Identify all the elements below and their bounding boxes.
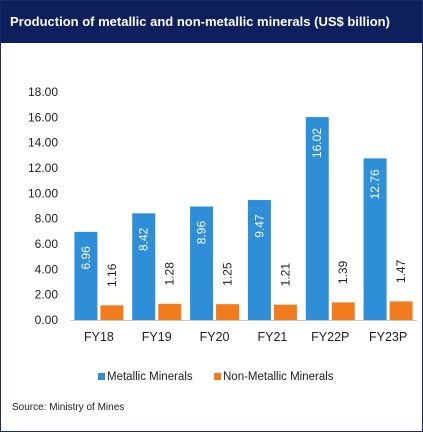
legend-swatch-metallic [98,373,105,380]
data-label-non-metallic: 1.28 [163,262,177,286]
bar-metallic [305,117,329,320]
legend-item-metallic: Metallic Minerals [107,371,193,383]
x-tick-label: FY20 [200,330,230,344]
data-label-non-metallic: 1.39 [336,260,350,284]
data-label-non-metallic: 1.16 [105,263,119,287]
y-tick-label: 16.00 [28,110,58,124]
x-tick-label: FY19 [142,330,172,344]
bar-non-metallic [158,303,182,320]
bar-non-metallic [389,301,413,320]
x-tick-label: FY23P [369,330,407,344]
bar-non-metallic [100,305,124,320]
bar-non-metallic [273,304,297,320]
y-tick-label: 2.00 [35,288,59,302]
y-tick-label: 10.00 [28,186,58,200]
y-tick-label: 4.00 [35,262,59,276]
data-label-metallic: 9.47 [252,214,266,238]
data-label-non-metallic: 1.47 [394,259,408,283]
y-tick-label: 8.00 [35,212,59,226]
bar-metallic [132,213,156,320]
data-label-non-metallic: 1.21 [278,263,292,287]
chart-title: Production of metallic and non-metallic … [1,1,422,43]
bar-metallic [190,206,214,320]
bar-chart: 0.00 2.00 4.00 6.00 8.00 10.00 12.00 14.00 16.00… [28,85,417,383]
data-label-metallic: 8.96 [195,221,209,245]
x-tick-label: FY18 [84,330,114,344]
data-label-metallic: 8.42 [137,227,151,251]
x-tick-label: FY21 [257,330,287,344]
data-label-metallic: 6.96 [79,246,93,270]
x-tick-label: FY22P [311,330,349,344]
y-tick-label: 14.00 [28,136,58,150]
y-tick-label: 0.00 [35,313,59,327]
legend-item-non-metallic: Non-Metallic Minerals [223,371,334,383]
y-tick-label: 18.00 [28,85,58,99]
legend-swatch-non-metallic [214,373,221,380]
data-label-non-metallic: 1.25 [221,262,235,286]
bar-metallic [74,231,98,320]
y-tick-label: 6.00 [35,237,59,251]
source-note: Source: Ministry of Mines [12,402,125,413]
bar-metallic [247,200,271,320]
bar-non-metallic [331,302,355,320]
bar-non-metallic [216,304,240,320]
bar-metallic [363,158,387,320]
data-label-metallic: 16.02 [310,128,324,158]
y-tick-label: 12.00 [28,161,58,175]
data-label-metallic: 12.76 [368,169,382,199]
